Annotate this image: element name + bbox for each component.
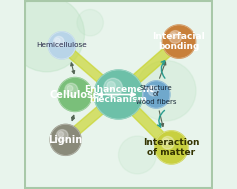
Circle shape: [56, 130, 68, 141]
Circle shape: [143, 81, 170, 108]
Text: Structure
of
wood fibers: Structure of wood fibers: [136, 84, 177, 105]
Circle shape: [48, 32, 75, 59]
Circle shape: [148, 85, 159, 96]
Circle shape: [136, 60, 196, 121]
Circle shape: [58, 132, 64, 137]
Circle shape: [161, 136, 174, 149]
Circle shape: [104, 78, 123, 97]
Polygon shape: [115, 38, 182, 98]
Circle shape: [55, 38, 60, 43]
Polygon shape: [75, 89, 118, 100]
Circle shape: [94, 70, 143, 119]
Circle shape: [107, 81, 115, 90]
Circle shape: [155, 131, 188, 164]
Polygon shape: [118, 89, 156, 100]
Circle shape: [77, 9, 103, 36]
Polygon shape: [63, 91, 122, 143]
Circle shape: [67, 85, 73, 91]
Circle shape: [169, 31, 182, 43]
Polygon shape: [115, 91, 175, 151]
Circle shape: [162, 25, 196, 58]
Circle shape: [171, 33, 177, 38]
Text: Cellulose: Cellulose: [50, 90, 100, 99]
Circle shape: [164, 139, 169, 144]
Circle shape: [65, 83, 78, 96]
Circle shape: [150, 87, 155, 92]
Circle shape: [118, 136, 156, 174]
Text: Interfacial
bonding: Interfacial bonding: [153, 32, 205, 51]
Polygon shape: [59, 42, 122, 98]
Circle shape: [54, 36, 64, 47]
Circle shape: [58, 77, 92, 112]
Circle shape: [9, 0, 84, 72]
Text: Interaction
of matter: Interaction of matter: [143, 138, 200, 157]
Circle shape: [50, 124, 81, 155]
Text: Enhancement
mechanism: Enhancement mechanism: [84, 85, 153, 104]
Text: Hemicellulose: Hemicellulose: [36, 42, 87, 48]
Text: Lignin: Lignin: [48, 135, 83, 145]
